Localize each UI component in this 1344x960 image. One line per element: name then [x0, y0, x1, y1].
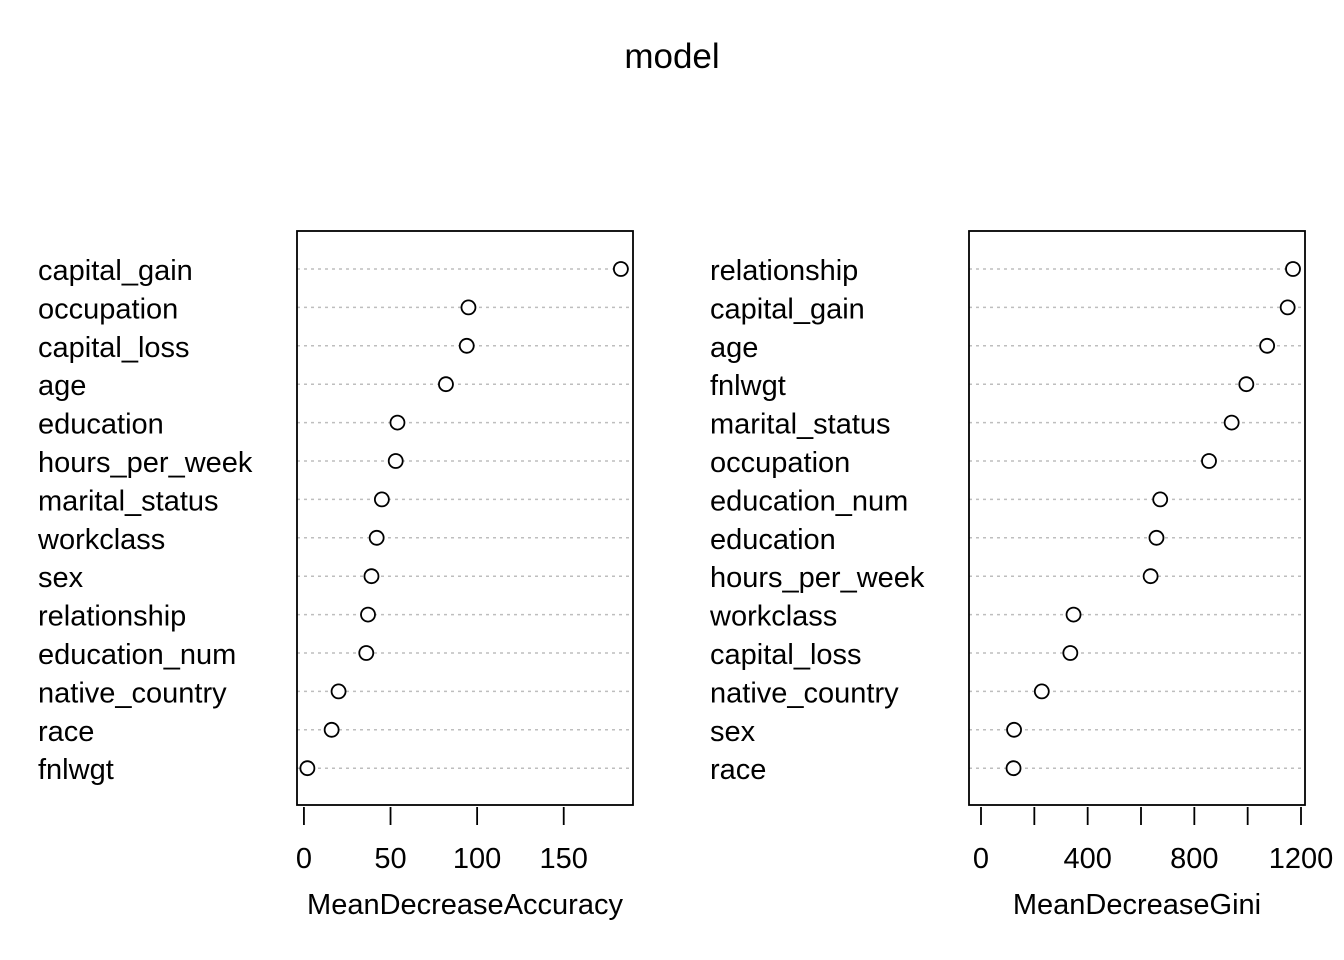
- x-tick-label: 0: [296, 843, 312, 875]
- category-label: marital_status: [38, 485, 219, 517]
- data-point: [1279, 299, 1296, 316]
- category-label: sex: [710, 716, 756, 748]
- data-point: [1238, 376, 1255, 393]
- x-tick-label: 1200: [1269, 843, 1334, 875]
- figure-title: model: [624, 37, 719, 76]
- category-label: occupation: [710, 447, 850, 479]
- category-label: sex: [38, 562, 84, 594]
- category-label: education_num: [710, 485, 908, 517]
- data-point: [1065, 606, 1082, 623]
- data-point: [368, 529, 385, 546]
- category-label: race: [38, 716, 94, 748]
- category-label: relationship: [38, 601, 186, 633]
- data-point: [1062, 645, 1079, 661]
- data-point: [1142, 568, 1159, 585]
- category-label: capital_gain: [710, 293, 865, 325]
- data-point: [460, 299, 477, 316]
- data-point: [1223, 414, 1240, 431]
- data-point: [323, 721, 340, 738]
- plot-frame: [296, 230, 634, 806]
- category-label: workclass: [37, 524, 165, 556]
- category-label: education: [38, 409, 164, 441]
- data-point: [387, 453, 404, 469]
- category-label: fnlwgt: [710, 370, 786, 402]
- x-tick-label: 800: [1170, 843, 1218, 875]
- category-label: hours_per_week: [710, 562, 925, 594]
- category-label: education_num: [38, 639, 236, 671]
- x-axis-label: MeanDecreaseGini: [1013, 889, 1261, 921]
- data-point: [299, 760, 316, 777]
- data-point: [373, 491, 390, 508]
- data-point: [1148, 529, 1165, 546]
- data-point: [363, 568, 380, 585]
- category-label: relationship: [710, 255, 858, 287]
- data-point: [1152, 491, 1169, 508]
- data-point: [1005, 760, 1022, 777]
- x-tick-label: 150: [540, 843, 588, 875]
- data-point: [458, 337, 475, 354]
- category-label: native_country: [710, 677, 899, 709]
- category-label: capital_gain: [38, 255, 193, 287]
- x-tick-label: 400: [1063, 843, 1111, 875]
- x-tick-label: 0: [973, 843, 989, 875]
- data-point: [1006, 721, 1022, 738]
- category-label: native_country: [38, 677, 227, 709]
- category-label: age: [710, 332, 758, 364]
- category-label: fnlwgt: [38, 754, 114, 786]
- data-point: [358, 645, 375, 661]
- category-label: capital_loss: [38, 332, 190, 364]
- category-label: marital_status: [710, 409, 891, 441]
- data-point: [1201, 453, 1217, 469]
- x-tick-label: 50: [374, 843, 406, 875]
- x-axis-label: MeanDecreaseAccuracy: [307, 889, 623, 921]
- category-label: hours_per_week: [38, 447, 253, 479]
- x-tick-label: 100: [453, 843, 501, 875]
- category-label: capital_loss: [710, 639, 862, 671]
- plot-frame: [968, 230, 1306, 806]
- data-point: [330, 683, 347, 700]
- data-point: [389, 414, 406, 431]
- category-label: occupation: [38, 293, 178, 325]
- data-point: [1033, 683, 1050, 700]
- panels: capital_gainoccupationcapital_lossageedu…: [37, 230, 1334, 921]
- data-point: [1259, 337, 1276, 354]
- category-label: workclass: [709, 601, 837, 633]
- data-point: [1285, 261, 1301, 277]
- category-label: age: [38, 370, 86, 402]
- data-point: [438, 376, 454, 393]
- data-point: [360, 606, 376, 623]
- category-label: education: [710, 524, 836, 556]
- category-label: race: [710, 754, 766, 786]
- data-point: [612, 261, 629, 277]
